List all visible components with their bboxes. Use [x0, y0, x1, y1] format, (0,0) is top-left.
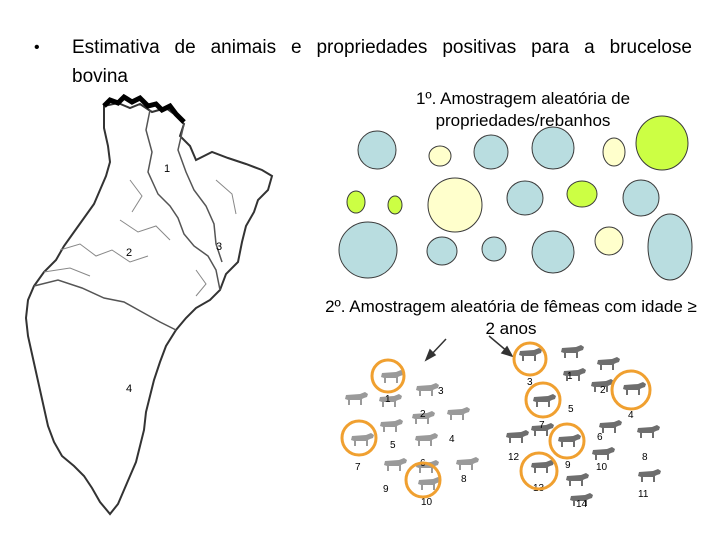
cow-label: 14 [576, 499, 588, 510]
herd-circle [357, 130, 397, 170]
region-label-4: 4 [126, 383, 132, 395]
cow-icon [345, 392, 368, 405]
herd-circle [531, 126, 575, 170]
step2-caption: 2º. Amostragem aleatória de fêmeas com i… [306, 296, 716, 340]
arrow-right-head [500, 345, 514, 358]
cow-label: 5 [568, 404, 574, 415]
cow-label: 7 [539, 420, 545, 431]
cow-label: 10 [421, 497, 433, 508]
cow-label: 8 [461, 474, 467, 485]
cow-label: 3 [527, 377, 533, 388]
herd-circle [426, 236, 458, 266]
state-map: 1 2 3 4 [24, 93, 274, 516]
cow-icon [351, 433, 374, 446]
herd-circle [428, 145, 452, 167]
selected-cow-ring [548, 422, 586, 460]
herd-circle [602, 137, 626, 167]
selected-cow-ring [610, 369, 652, 411]
cow-icon [415, 433, 438, 446]
region-divider-3 [33, 279, 177, 331]
cow-icon [558, 434, 581, 447]
left-herd: 1 2 3 4 5 6 7 8 9 10 [345, 370, 479, 508]
cow-icon [566, 473, 589, 486]
bullet-text-line2: bovina [72, 66, 128, 87]
selected-cow-ring [340, 419, 378, 457]
cow-label: 6 [597, 432, 603, 443]
step2-line1: 2º. Amostragem aleatória de fêmeas com i… [325, 297, 697, 316]
region-label-1: 1 [164, 163, 170, 175]
cow-icon [447, 407, 470, 420]
selected-cow-ring [512, 341, 548, 377]
herd-circle [346, 190, 366, 214]
cow-icon [533, 394, 556, 407]
herd-circle [594, 226, 624, 256]
cow-label: 2 [600, 385, 606, 396]
cow-label: 11 [638, 489, 649, 500]
herd-circle [506, 180, 544, 216]
cow-label: 1 [385, 394, 391, 405]
cow-icon [384, 458, 407, 471]
cow-label: 7 [355, 462, 361, 473]
herd-circle [531, 230, 575, 274]
bullet-symbol: • [34, 39, 40, 56]
step1-line1: 1º. Amostragem aleatória de [415, 89, 631, 108]
cow-icon [506, 430, 529, 443]
selected-cow-ring [404, 461, 442, 499]
selection-arrows [424, 335, 514, 362]
cow-icon [456, 457, 479, 470]
cow-icon [416, 383, 439, 396]
herd-circle [622, 179, 660, 217]
cow-icon [637, 425, 660, 438]
arrow-left-head [424, 348, 437, 362]
selection-rings [340, 341, 652, 499]
cow-label: 9 [565, 460, 571, 471]
herd-circle [387, 195, 403, 215]
selected-cow-ring [524, 381, 562, 419]
cow-label: 4 [449, 434, 455, 445]
region-label-3: 3 [216, 241, 222, 253]
cow-icon [380, 419, 403, 432]
region-label-2: 2 [126, 247, 132, 259]
step1-caption: 1º. Amostragem aleatória de propriedades… [388, 88, 658, 132]
cow-label: 9 [383, 484, 389, 495]
cow-icon [592, 447, 615, 460]
cow-label: 3 [438, 386, 444, 397]
cow-icon [623, 382, 646, 395]
cow-label: 2 [420, 409, 426, 420]
coastline-islands [102, 93, 186, 124]
herd-circle [635, 115, 689, 171]
cow-label: 5 [390, 440, 396, 451]
step2-line2: 2 anos [485, 319, 537, 338]
cow-label: 1 [567, 371, 573, 382]
cow-label: 10 [596, 462, 608, 473]
bullet-text-line1: Estimativa de animais e propriedades pos… [72, 37, 692, 58]
region-divider-1 [145, 109, 221, 291]
herd-circle [338, 221, 398, 279]
selected-cow-ring [370, 358, 406, 394]
cow-label: 12 [508, 452, 520, 463]
cow-icon [381, 370, 404, 383]
herd-circle [473, 134, 509, 170]
step1-line2: propriedades/rebanhos [435, 111, 611, 130]
cow-label: 8 [642, 452, 648, 463]
cow-icon [561, 345, 584, 358]
herd-circles [338, 115, 693, 281]
cow-icon [519, 348, 542, 361]
herd-circle [566, 180, 598, 208]
herd-circle [481, 236, 507, 262]
herd-circle [647, 213, 693, 281]
inner-boundaries [43, 179, 237, 297]
cow-icon [531, 460, 554, 473]
cow-label: 4 [628, 410, 634, 421]
region-divider-2 [177, 123, 223, 263]
cow-icon [638, 469, 661, 482]
selected-cow-ring [519, 451, 559, 491]
cow-icon [597, 357, 620, 370]
herd-circle [427, 177, 483, 233]
